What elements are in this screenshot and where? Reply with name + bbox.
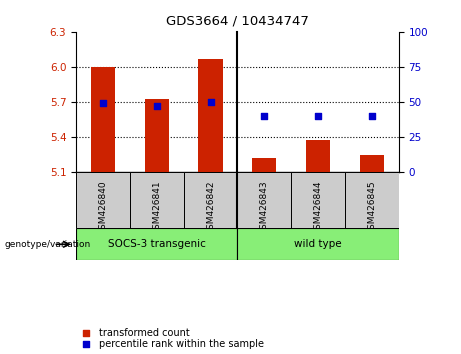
Bar	[183, 172, 237, 228]
Text: SOCS-3 transgenic: SOCS-3 transgenic	[108, 239, 206, 249]
Point	[207, 99, 214, 105]
Title: GDS3664 / 10434747: GDS3664 / 10434747	[166, 15, 309, 28]
Text: GSM426842: GSM426842	[206, 180, 215, 235]
Point	[260, 114, 268, 119]
Bar	[237, 172, 291, 228]
Point	[322, 173, 329, 179]
Bar	[198, 59, 223, 172]
Point	[99, 100, 106, 106]
Text: percentile rank within the sample: percentile rank within the sample	[99, 338, 264, 349]
Bar	[345, 172, 399, 228]
Text: GSM426845: GSM426845	[367, 180, 376, 235]
Point	[314, 114, 322, 119]
Text: GSM426840: GSM426840	[99, 180, 107, 235]
Bar	[130, 172, 183, 228]
Text: genotype/variation: genotype/variation	[5, 240, 91, 249]
Text: GSM426843: GSM426843	[260, 180, 269, 235]
Bar	[360, 155, 384, 172]
Text: wild type: wild type	[294, 239, 342, 249]
Bar	[76, 172, 130, 228]
Text: transformed count: transformed count	[99, 327, 189, 338]
Point	[322, 272, 329, 278]
Bar	[252, 158, 277, 172]
Bar	[237, 228, 399, 260]
Point	[153, 103, 160, 109]
Point	[368, 114, 376, 119]
Bar	[145, 99, 169, 172]
Bar	[291, 172, 345, 228]
Text: GSM426844: GSM426844	[313, 180, 323, 235]
Bar	[306, 140, 330, 172]
Bar	[76, 228, 237, 260]
Bar	[91, 67, 115, 172]
Text: GSM426841: GSM426841	[152, 180, 161, 235]
